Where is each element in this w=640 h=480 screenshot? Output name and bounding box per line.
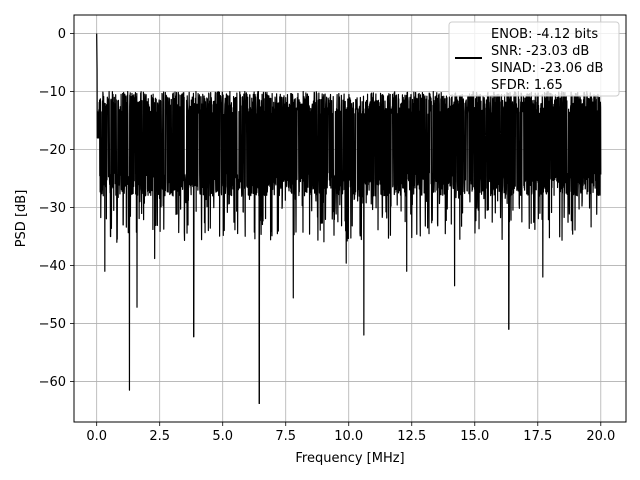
x-tick-label: 5.0 bbox=[212, 429, 233, 444]
legend-sinad: SINAD: -23.06 dB bbox=[491, 61, 603, 76]
legend-sfdr: SFDR: 1.65 bbox=[491, 78, 563, 93]
x-tick-label: 15.0 bbox=[460, 429, 489, 444]
x-axis-label: Frequency [MHz] bbox=[295, 451, 404, 466]
psd-trace bbox=[96, 33, 602, 405]
x-tick-label: 10.0 bbox=[334, 429, 363, 444]
y-axis-ticks: 0 −10 −20 −30 −40 −50 −60 bbox=[39, 27, 74, 390]
plot-frame bbox=[73, 14, 627, 423]
x-tick-label: 12.5 bbox=[397, 429, 426, 444]
y-tick-label: −50 bbox=[39, 317, 66, 332]
y-axis-label: PSD [dB] bbox=[14, 190, 29, 248]
legend-box bbox=[448, 21, 620, 97]
x-tick-label: 7.5 bbox=[275, 429, 296, 444]
y-tick-label: −20 bbox=[39, 143, 66, 158]
y-tick-label: −40 bbox=[39, 259, 66, 274]
x-tick-label: 0.0 bbox=[86, 429, 107, 444]
y-tick-label: 0 bbox=[58, 27, 66, 42]
x-tick-label: 2.5 bbox=[149, 429, 170, 444]
x-tick-label: 20.0 bbox=[586, 429, 615, 444]
legend-enob: ENOB: -4.12 bits bbox=[491, 27, 598, 42]
legend-snr: SNR: -23.03 dB bbox=[491, 44, 589, 59]
psd-series-line bbox=[96, 33, 602, 405]
x-tick-label: 17.5 bbox=[523, 429, 552, 444]
y-tick-label: −30 bbox=[39, 201, 66, 216]
y-tick-label: −10 bbox=[39, 85, 66, 100]
x-axis-ticks: 0.0 2.5 5.0 7.5 10.0 12.5 15.0 17.5 20.0 bbox=[86, 422, 615, 444]
legend: ENOB: -4.12 bits SNR: -23.03 dB SINAD: -… bbox=[448, 21, 620, 97]
y-tick-label: −60 bbox=[39, 375, 66, 390]
